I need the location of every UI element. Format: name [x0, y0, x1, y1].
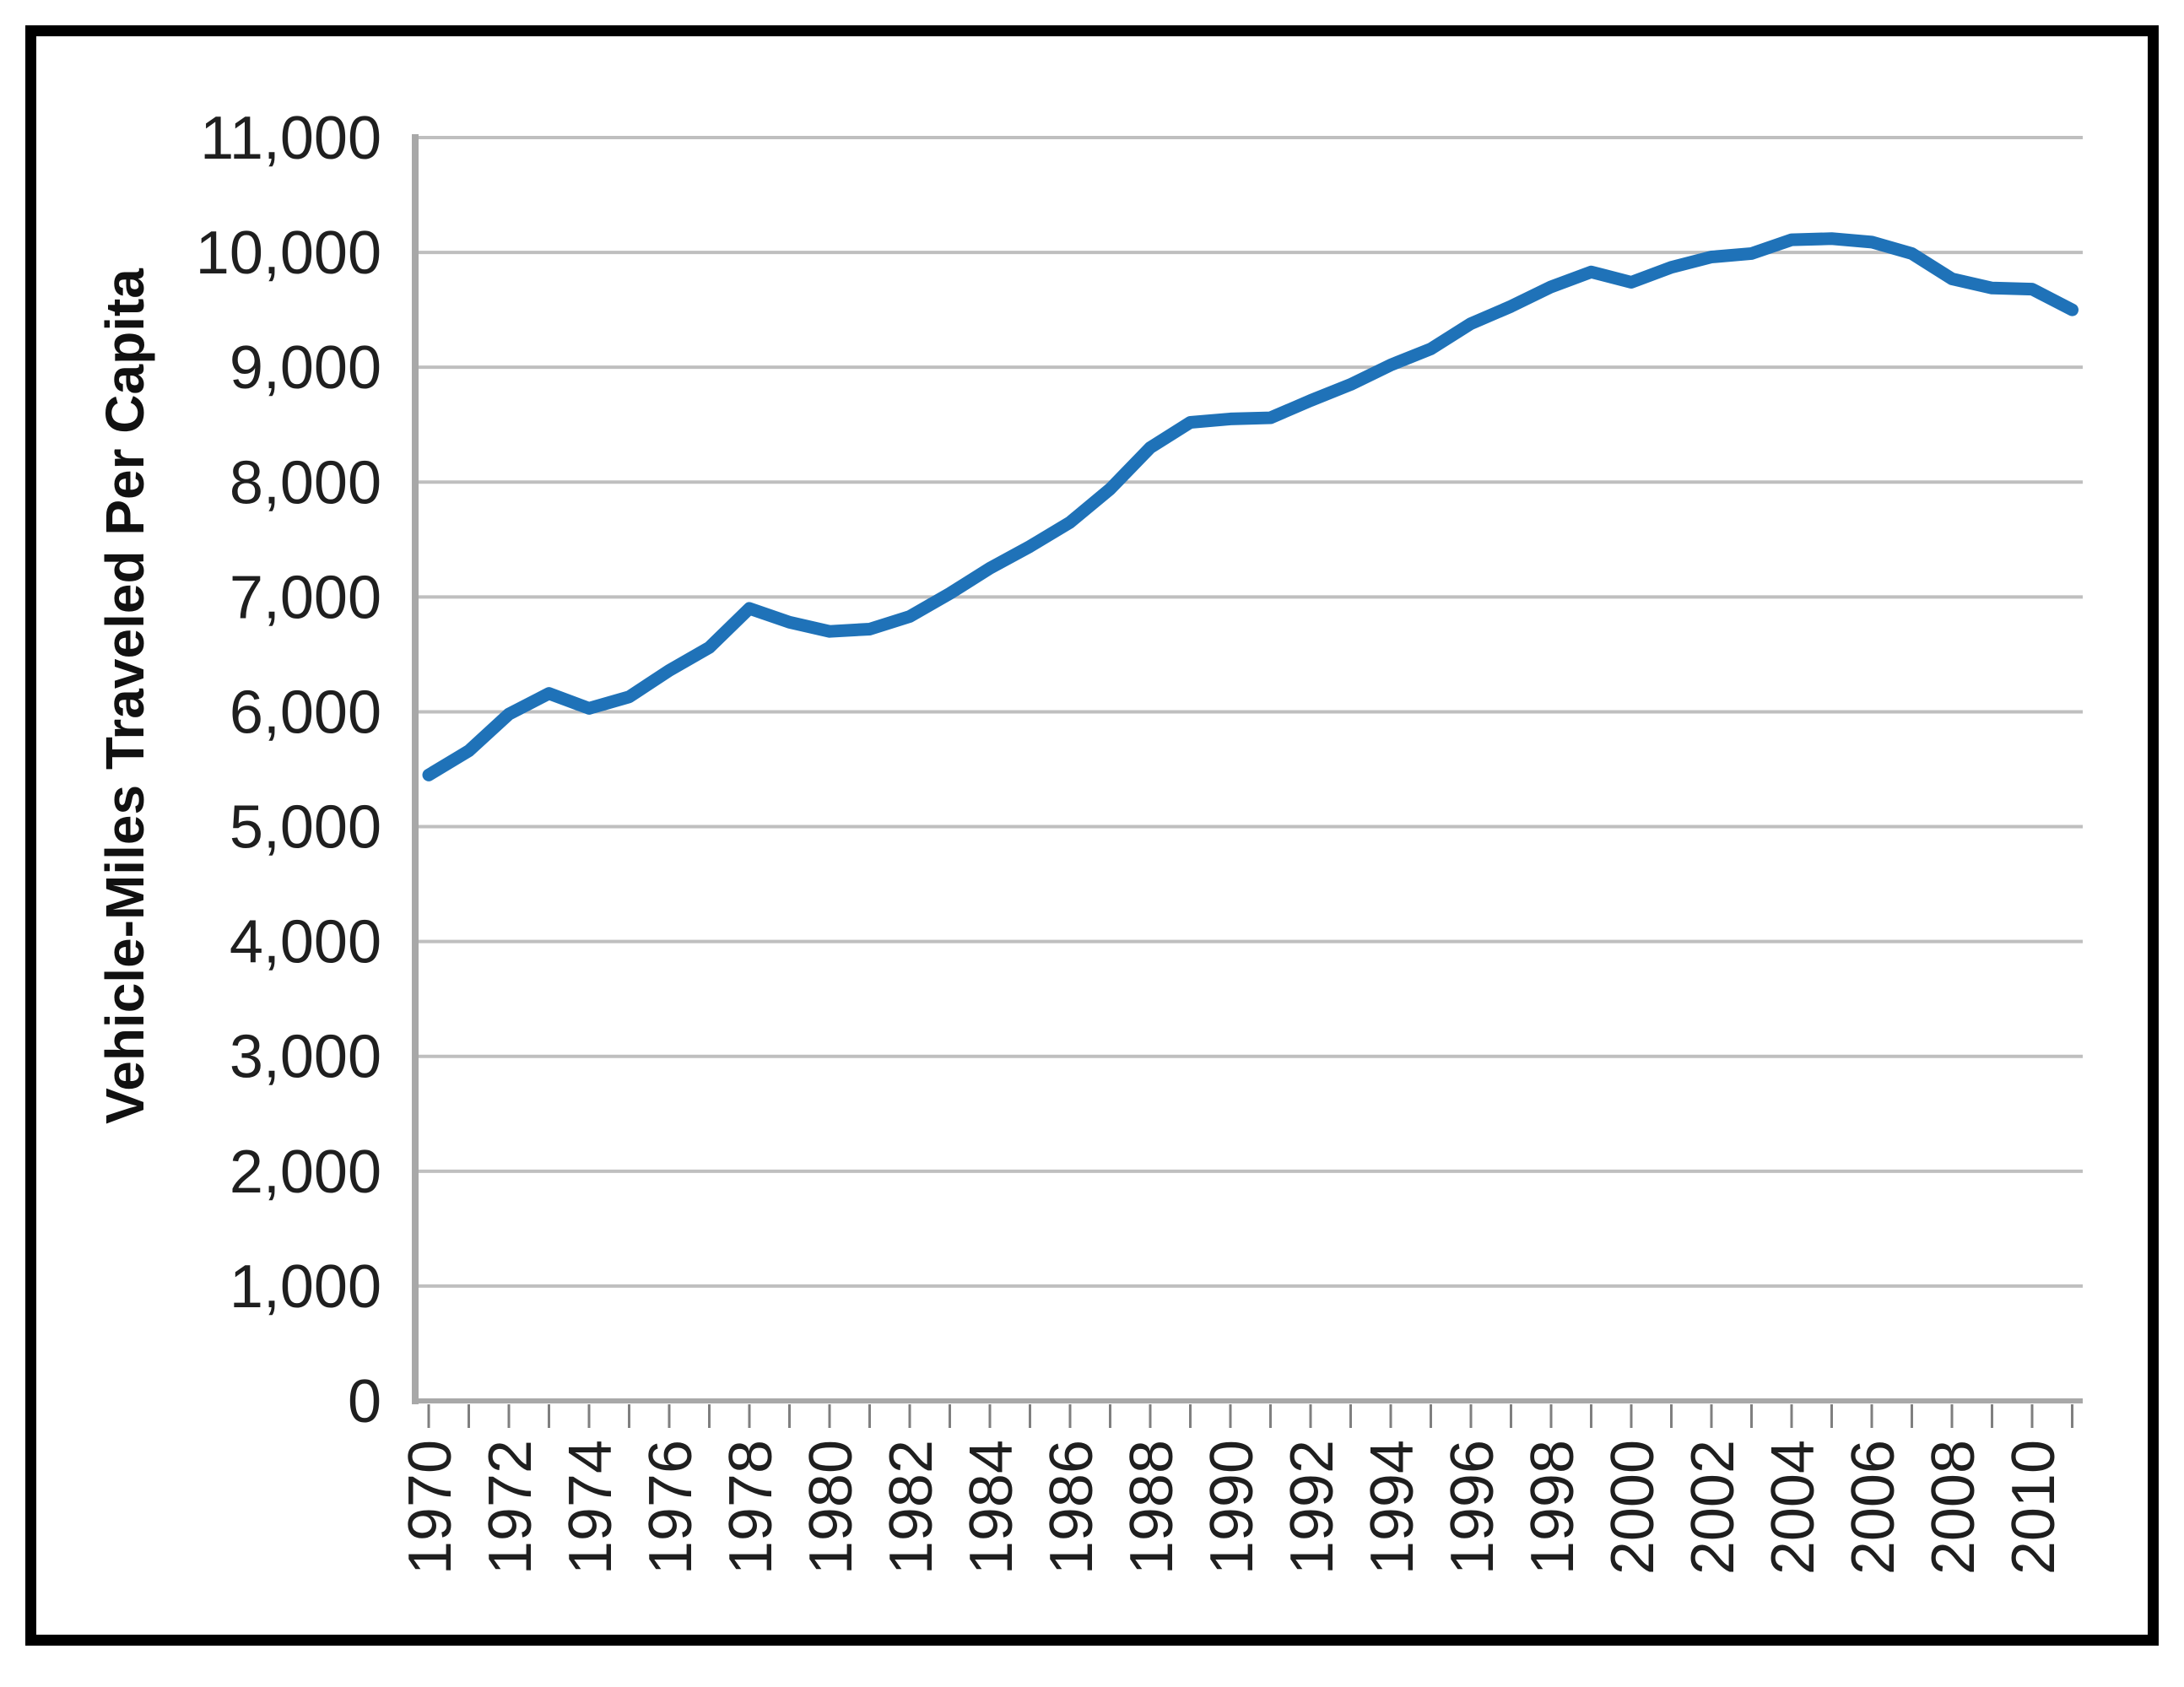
- x-axis-label: 2004: [1760, 1440, 1827, 1575]
- x-axis-label: 1992: [1279, 1440, 1346, 1575]
- y-axis-label: 9,000: [230, 334, 381, 402]
- chart-border: [25, 25, 2159, 1646]
- x-axis-label: 1984: [958, 1440, 1025, 1575]
- x-axis-label: 1996: [1439, 1440, 1506, 1575]
- x-axis-label: 2002: [1679, 1440, 1747, 1575]
- y-axis-label: 6,000: [230, 679, 381, 746]
- gridlines: [412, 134, 2083, 1404]
- x-axis-label: 1990: [1198, 1440, 1266, 1575]
- y-axis-labels: 0 1,000 2,000 3,000 4,000 5,000 6,000 7,000 8,00…: [196, 105, 381, 1436]
- x-axis-labels: 1970 1972 1974 1976 1978 1980 1982 1984 1986 1988…: [397, 1440, 2068, 1575]
- x-axis-label: 1974: [557, 1440, 624, 1575]
- x-axis-label: 1982: [878, 1440, 945, 1575]
- x-axis-label: 1980: [797, 1440, 865, 1575]
- x-axis-label: 1978: [717, 1440, 785, 1575]
- y-axis-label: 7,000: [230, 564, 381, 631]
- y-axis-label: 1,000: [230, 1253, 381, 1321]
- y-axis-label: 10,000: [196, 219, 381, 287]
- y-axis-label: 0: [348, 1368, 381, 1436]
- x-axis-label: 2000: [1599, 1440, 1667, 1575]
- data-series: [422, 232, 2079, 781]
- vmt-per-capita-line: [422, 232, 2079, 781]
- y-axis-label: 8,000: [230, 449, 381, 516]
- y-axis-label: 4,000: [230, 909, 381, 976]
- x-axis-ticks: [427, 1404, 2073, 1428]
- y-axis-label: 11,000: [200, 105, 381, 172]
- x-axis-label: 2010: [2000, 1440, 2068, 1575]
- x-axis-label: 1994: [1359, 1440, 1426, 1575]
- x-axis-label: 1972: [477, 1440, 544, 1575]
- x-axis-label: 1970: [397, 1440, 464, 1575]
- x-axis-label: 2008: [1920, 1440, 1987, 1575]
- y-axis-label: 2,000: [230, 1138, 381, 1206]
- x-axis-label: 1998: [1519, 1440, 1587, 1575]
- x-axis-label: 1988: [1118, 1440, 1186, 1575]
- y-axis-label: 3,000: [230, 1024, 381, 1091]
- x-axis-label: 2006: [1840, 1440, 1907, 1575]
- y-axis-title: Vehicle-Miles Traveled Per Capita: [95, 268, 155, 1124]
- x-axis-label: 1986: [1038, 1440, 1106, 1575]
- y-axis-label: 5,000: [230, 794, 381, 862]
- x-axis-label: 1976: [637, 1440, 705, 1575]
